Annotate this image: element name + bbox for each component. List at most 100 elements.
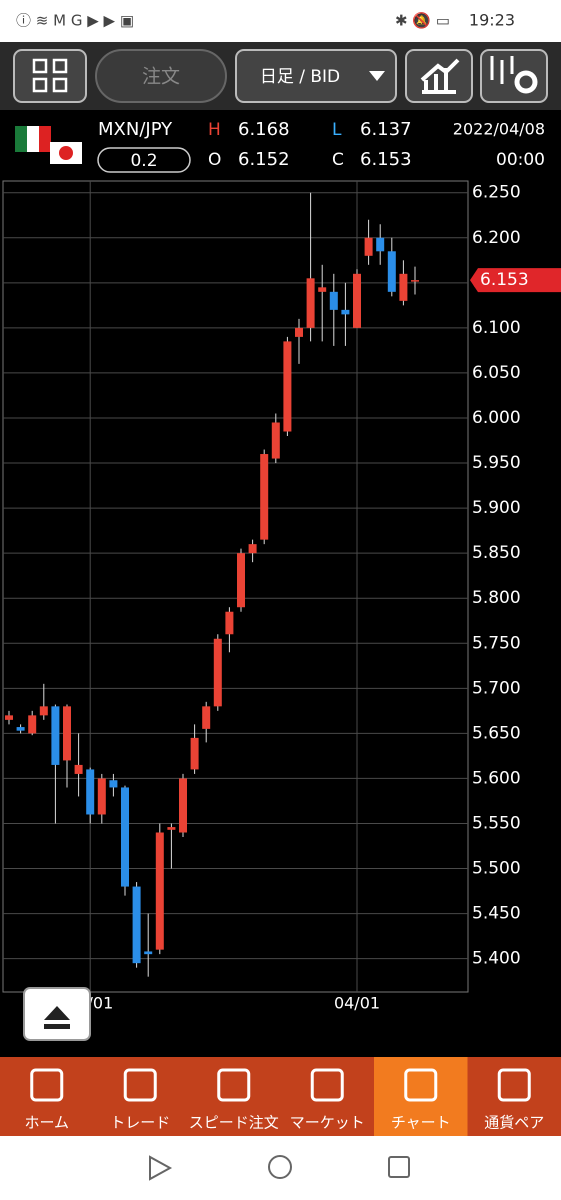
candle-body	[86, 769, 95, 815]
candle-body	[28, 715, 37, 734]
y-tick-label: 6.100	[472, 318, 521, 338]
tab-icon[interactable]	[404, 1068, 438, 1102]
indicator-icon	[420, 58, 460, 94]
open-value: 6.152	[238, 149, 290, 170]
y-tick-label: 5.900	[472, 498, 521, 518]
nav-recent[interactable]	[388, 1156, 410, 1178]
high-value: 6.168	[238, 119, 290, 140]
y-tick-label: 6.000	[472, 408, 521, 428]
menu-button[interactable]	[13, 49, 87, 103]
menu-icon	[32, 58, 68, 93]
candle-body	[237, 553, 245, 608]
status-bar	[0, 0, 561, 42]
date: 2022/04/08	[453, 120, 545, 139]
nav-bar	[0, 1136, 561, 1200]
tab-label[interactable]: トレード	[110, 1114, 170, 1132]
status-time: 19:23	[469, 11, 515, 30]
lot-box[interactable]	[97, 147, 191, 173]
status-icons-right: ✱ 🔕 ▭	[395, 12, 450, 30]
tab-icon[interactable]	[497, 1068, 531, 1102]
candle-body	[283, 341, 292, 432]
period-label: 日足 / BID	[260, 67, 340, 87]
candle-body	[248, 544, 257, 554]
y-tick-label: 5.400	[472, 949, 521, 969]
y-tick-label: 5.550	[472, 813, 521, 833]
candle-body	[16, 727, 25, 731]
close-label: C	[332, 150, 344, 170]
candle-body	[329, 291, 338, 310]
flags	[15, 126, 82, 164]
y-tick-label: 5.850	[472, 543, 521, 563]
tab-icon[interactable]	[310, 1068, 344, 1102]
candle-body	[190, 737, 199, 770]
eject-icon	[44, 1006, 70, 1029]
candle-body	[179, 778, 187, 833]
x-tick-label: 04/01	[334, 994, 380, 1013]
y-tick-label: 5.700	[472, 678, 521, 698]
candle-body	[97, 778, 106, 815]
y-tick-label: 6.250	[472, 183, 521, 203]
candle-body	[341, 309, 350, 315]
order-button[interactable]	[95, 49, 227, 103]
y-tick-label: 5.600	[472, 768, 521, 788]
tab-label[interactable]: スピード注文	[189, 1114, 279, 1132]
open-label: O	[208, 150, 221, 170]
candle-body	[155, 832, 164, 950]
nav-back[interactable]	[149, 1155, 173, 1181]
candle-body	[5, 715, 13, 720]
y-tick-label: 5.950	[472, 453, 521, 473]
candle-body	[63, 706, 71, 761]
candle-body	[411, 280, 419, 282]
settings-icon	[490, 56, 538, 94]
low-value: 6.137	[360, 119, 412, 140]
plot-area	[2, 180, 469, 993]
candle-body	[74, 764, 83, 774]
candle-body	[353, 273, 361, 328]
tab-label[interactable]: チャート	[391, 1114, 451, 1132]
period-select[interactable]	[235, 49, 397, 103]
candle-body	[132, 886, 141, 964]
currency-pair: MXN/JPY	[98, 119, 173, 140]
y-tick-label: 6.200	[472, 228, 521, 248]
candle-body	[295, 327, 303, 337]
y-tick-label: 5.450	[472, 904, 521, 924]
candle-body	[51, 706, 60, 765]
high-label: H	[208, 120, 221, 140]
close-value: 6.153	[360, 149, 412, 170]
y-tick-label: 5.800	[472, 588, 521, 608]
candle-body	[318, 287, 327, 292]
y-tick-label: 5.750	[472, 633, 521, 653]
tab-label[interactable]: マーケット	[290, 1114, 365, 1132]
tab-label[interactable]: 通貨ペア	[484, 1114, 544, 1132]
candle-body	[364, 237, 373, 256]
candle-body	[260, 454, 269, 540]
chart: 5.400 5.450 5.500 5.550 5.600 5.650 5.700 5.750…	[3, 181, 561, 1013]
status-icons: ⓘ ≋ M G ▶ ▶ ▣	[16, 12, 134, 30]
y-tick-label: 5.650	[472, 723, 521, 743]
indicator-button[interactable]	[405, 49, 473, 103]
candle-body	[121, 787, 129, 887]
tab-label[interactable]: ホーム	[24, 1114, 69, 1132]
candle-body	[213, 638, 222, 707]
tab-icon[interactable]	[123, 1068, 157, 1102]
tab-bar-bg	[0, 1057, 561, 1136]
candle-body	[376, 237, 385, 252]
nav-home[interactable]	[268, 1155, 292, 1179]
y-tick-label: 6.050	[472, 363, 521, 383]
candle-body	[225, 611, 234, 635]
tab-icon[interactable]	[217, 1068, 251, 1102]
time: 00:00	[496, 150, 545, 170]
candle-body	[387, 251, 396, 292]
candle-body	[202, 706, 211, 729]
candle-body	[144, 951, 153, 955]
candle-body	[306, 278, 315, 328]
order-label: 注文	[142, 66, 180, 88]
candle-body	[39, 706, 48, 716]
tab-icon[interactable]	[30, 1068, 64, 1102]
dropdown-arrow	[369, 71, 385, 81]
candle-body	[271, 422, 280, 459]
y-tick-label: 5.500	[472, 859, 521, 879]
